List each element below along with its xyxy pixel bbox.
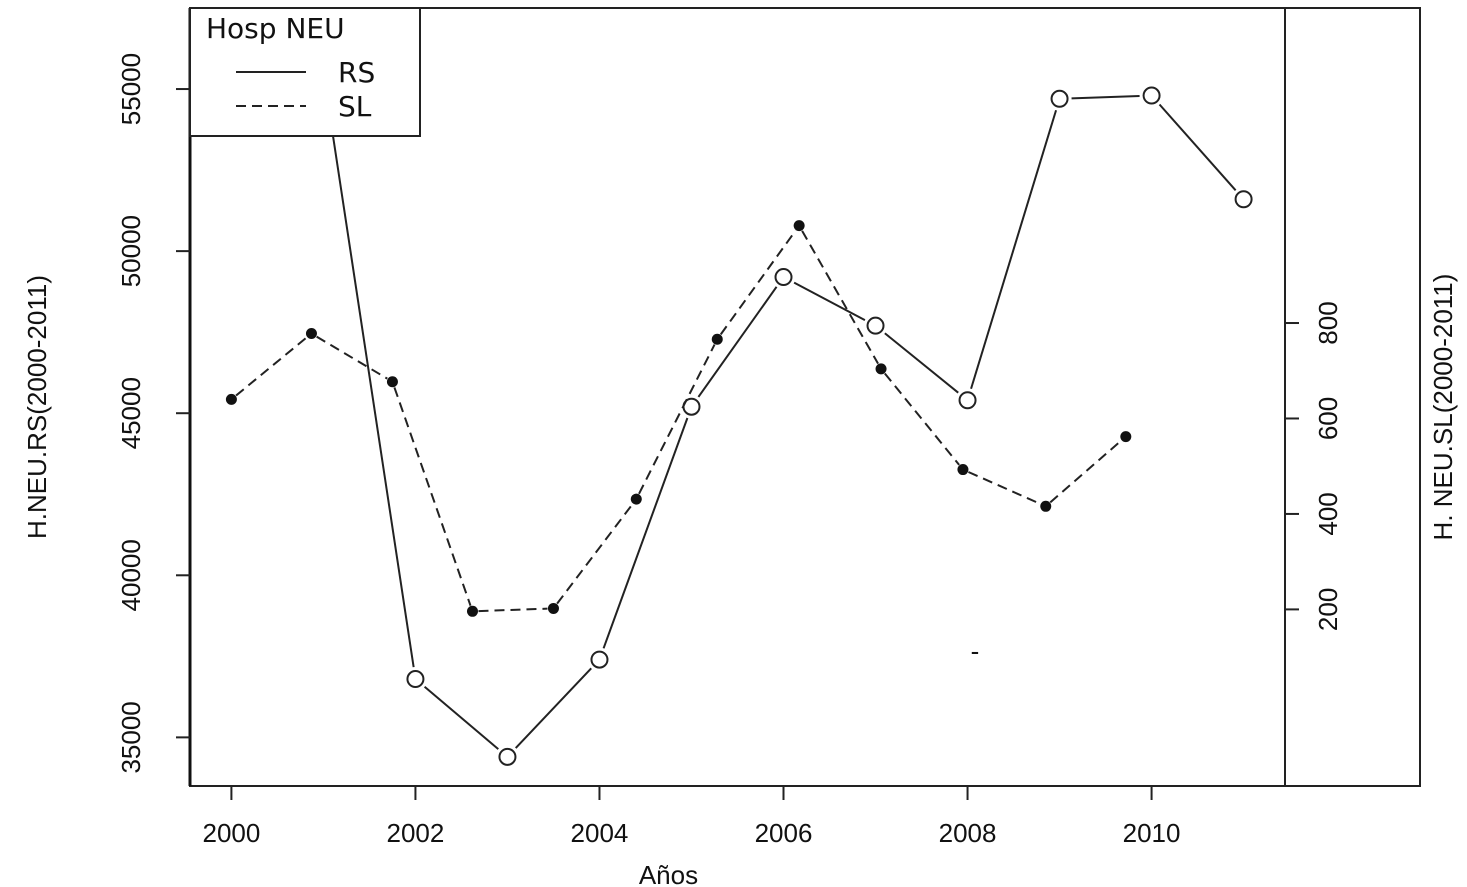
series-sl-segment xyxy=(478,607,548,613)
series-layer xyxy=(225,63,1253,766)
series-rs-segment xyxy=(1071,94,1140,100)
series-rs-point xyxy=(1050,89,1069,108)
x-tick-label: 2008 xyxy=(939,818,997,848)
series-sl-segment xyxy=(801,230,879,365)
series-sl-point xyxy=(875,363,887,375)
series-sl-segment xyxy=(235,336,308,397)
legend-title: Hosp NEU xyxy=(206,12,345,45)
y-right-tick-label: 200 xyxy=(1313,588,1343,631)
y-left-tick-label: 40000 xyxy=(116,539,146,611)
series-rs-segment xyxy=(793,281,866,321)
y-left-tick-label: 55000 xyxy=(116,53,146,125)
x-tick-label: 2004 xyxy=(571,818,629,848)
x-tick-label: 2006 xyxy=(755,818,813,848)
series-sl-segment xyxy=(719,229,797,335)
y-right-tick-label: 400 xyxy=(1313,492,1343,535)
axis-layer: 2000 2002 2004 2006 2008 2010 Años 35000 40000 45… xyxy=(22,53,1458,887)
series-rs-segment xyxy=(514,667,592,749)
y-right-axis-label: H. NEU.SL(2000-2011) xyxy=(1428,274,1458,541)
series-rs-segment xyxy=(423,686,499,750)
series-rs-point xyxy=(958,391,977,410)
series-rs-point xyxy=(1234,190,1253,209)
y-left-tick-label: 45000 xyxy=(116,377,146,449)
series-sl-point xyxy=(466,605,478,617)
series-sl-point xyxy=(305,328,317,340)
series-sl-segment xyxy=(556,503,634,605)
series-sl-point xyxy=(1040,500,1052,512)
series-sl-segment xyxy=(884,372,960,466)
series-sl-segment xyxy=(393,387,472,606)
series-sl-point xyxy=(386,376,398,388)
series-rs-segment xyxy=(697,286,778,398)
legend-label-sl: SL xyxy=(338,90,372,123)
series-rs-point xyxy=(498,747,517,766)
series-sl-segment xyxy=(968,471,1041,505)
series-sl-point xyxy=(793,220,805,232)
series-sl-segment xyxy=(638,344,716,495)
series-sl-point xyxy=(1120,431,1132,443)
series-sl-segment xyxy=(316,335,388,380)
series-rs-segment xyxy=(884,332,959,394)
series-sl-point xyxy=(630,493,642,505)
series-sl-point xyxy=(711,333,723,345)
y-left-tick-label: 50000 xyxy=(116,215,146,287)
series-rs-point xyxy=(1142,86,1161,105)
series-sl-point xyxy=(957,464,969,476)
series-sl-point xyxy=(547,602,559,614)
series-rs-segment xyxy=(970,109,1058,390)
x-axis-label: Años xyxy=(639,860,698,887)
series-rs-segment xyxy=(1158,103,1237,191)
annotation-mark: - xyxy=(971,636,980,666)
series-rs-segment xyxy=(602,417,689,649)
series-rs-point xyxy=(866,316,885,335)
series-rs-segment xyxy=(324,84,415,668)
series-sl-segment xyxy=(1049,439,1122,504)
series-rs-point xyxy=(590,650,609,669)
series-rs-point xyxy=(774,268,793,287)
series-rs-point xyxy=(406,670,425,689)
x-tick-label: 2000 xyxy=(202,818,260,848)
y-left-tick-label: 35000 xyxy=(116,701,146,773)
plot-frame-group xyxy=(188,7,1421,787)
y-right-tick-label: 600 xyxy=(1313,397,1343,440)
legend-label-rs: RS xyxy=(338,56,375,89)
series-sl-point xyxy=(225,393,237,405)
y-left-axis-label: H.NEU.RS(2000-2011) xyxy=(22,275,52,539)
x-tick-label: 2010 xyxy=(1123,818,1181,848)
x-tick-label: 2002 xyxy=(387,818,445,848)
y-right-tick-label: 800 xyxy=(1313,301,1343,344)
